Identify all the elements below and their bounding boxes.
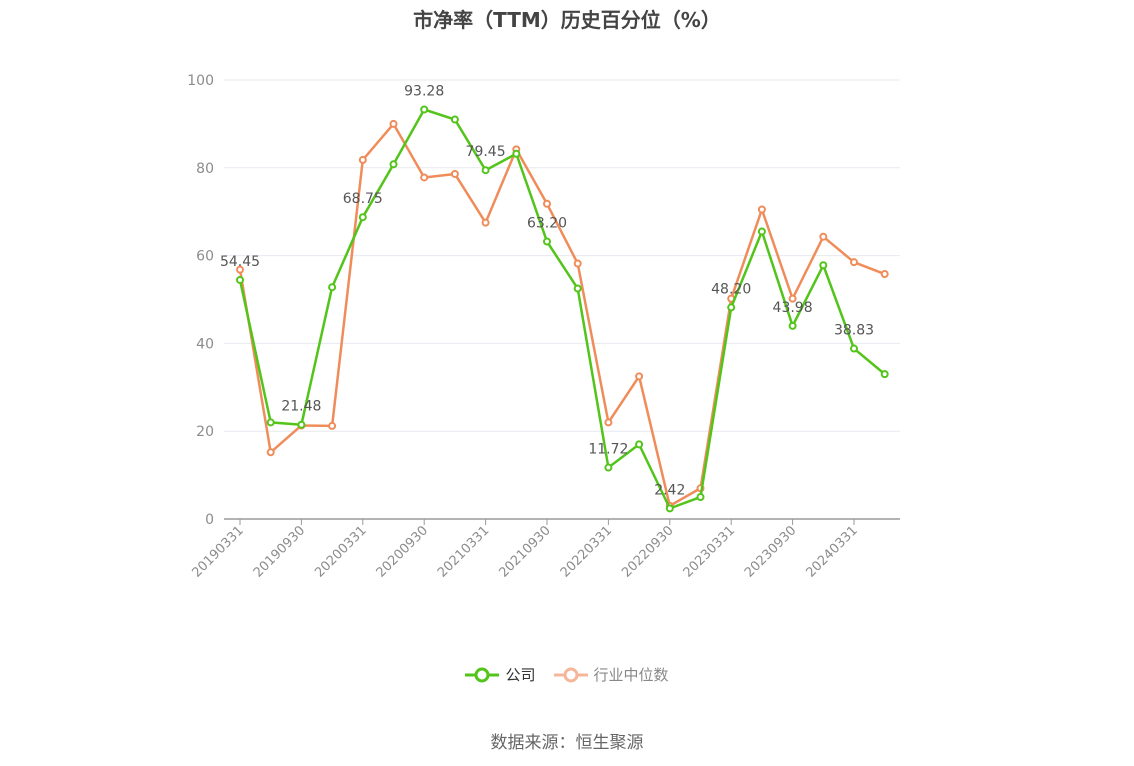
data-point[interactable] [635,440,644,449]
data-point[interactable] [850,258,858,267]
data-point[interactable] [236,265,244,274]
data-point[interactable] [788,321,797,330]
data-point[interactable] [481,166,490,175]
data-point[interactable] [266,418,275,427]
data-label: 93.28 [404,84,444,100]
series-group [236,105,889,513]
x-tick-label: 20200331 [312,523,369,580]
data-label: 11.72 [588,442,628,458]
x-tick-label: 20210331 [435,523,492,580]
legend-item-industry[interactable]: 行业中位数 [553,664,669,685]
data-point[interactable] [358,213,367,222]
data-point[interactable] [788,294,797,303]
y-tick-label: 0 [205,512,214,528]
data-point[interactable] [328,283,337,292]
x-tick-label: 20190930 [251,523,308,580]
data-point[interactable] [512,149,521,158]
data-label: 68.75 [343,191,383,207]
x-tick-label: 20200930 [374,523,431,580]
data-point[interactable] [358,155,367,164]
data-point[interactable] [757,205,766,214]
legend-company-label: 公司 [505,666,536,684]
data-label: 21.48 [281,399,321,415]
y-tick-label: 40 [196,336,214,352]
y-tick-label: 80 [196,161,214,177]
data-label: 54.45 [220,254,260,270]
chart-title: 市净率（TTM）历史百分位（%） [413,8,721,32]
x-axis: 20190331 20190930 20200331 20200930 20210331… [189,518,900,581]
x-tick-label: 20210930 [496,523,553,580]
data-point[interactable] [573,284,582,293]
data-point[interactable] [757,227,766,236]
legend-item-company[interactable]: 公司 [465,664,536,685]
y-tick-label: 60 [196,249,214,265]
data-point[interactable] [297,420,306,429]
data-point[interactable] [573,259,582,268]
data-label: 38.83 [834,323,874,339]
x-tick-label: 20220930 [619,523,676,580]
data-label: 79.45 [466,144,506,160]
data-point[interactable] [420,105,429,114]
data-point[interactable] [389,119,398,128]
data-point[interactable] [543,237,551,246]
data-point[interactable] [604,463,613,472]
data-point[interactable] [328,421,337,430]
data-point[interactable] [819,261,828,270]
x-tick-label: 20240331 [803,523,860,580]
data-point[interactable] [266,448,275,457]
data-point[interactable] [819,232,828,241]
x-tick-label: 20230930 [742,523,799,580]
y-tick-label: 20 [196,424,214,440]
data-point[interactable] [389,160,398,169]
data-label: 48.20 [711,281,751,297]
legend: 公司 行业中位数 [0,664,1134,685]
legend-industry-label: 行业中位数 [593,666,669,684]
data-label: 2.42 [654,482,685,498]
data-point[interactable] [450,115,459,124]
series-line-0 [238,108,886,510]
data-point[interactable] [481,218,490,227]
data-point[interactable] [880,370,889,379]
data-point[interactable] [420,173,429,182]
data-point[interactable] [635,372,644,381]
x-tick-label: 20220331 [558,523,615,580]
data-point[interactable] [450,169,459,178]
data-point[interactable] [727,303,736,312]
series-line-1 [238,122,886,508]
x-tick-label: 20190331 [189,523,246,580]
legend-company-icon [465,667,500,682]
data-point[interactable] [543,199,551,208]
data-point[interactable] [665,504,674,513]
data-labels: 54.45 21.48 68.75 93.28 79.45 63.20 11.72 2.42 4… [220,84,874,499]
y-tick-label: 100 [187,73,214,89]
data-point[interactable] [850,344,858,353]
x-tick-label: 20230331 [681,523,738,580]
data-point[interactable] [604,418,613,427]
data-source: 数据来源：恒生聚源 [490,733,644,753]
data-point[interactable] [880,270,889,279]
data-label: 43.98 [773,300,813,316]
data-label: 63.20 [527,216,567,232]
grid-lines [224,79,900,432]
legend-industry-icon [553,667,588,682]
data-point[interactable] [696,493,705,502]
data-point[interactable] [236,275,244,284]
y-axis: 0 20 40 60 80 100 [187,73,214,528]
